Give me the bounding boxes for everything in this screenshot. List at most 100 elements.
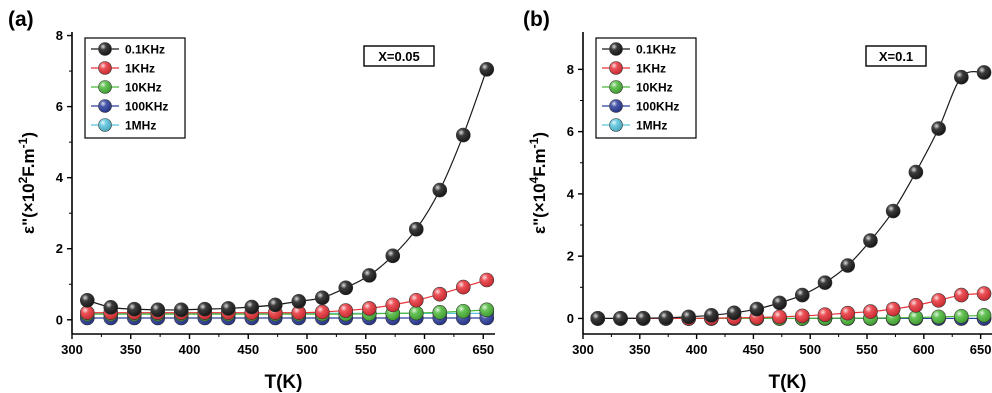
data-point-highlight — [977, 308, 992, 323]
y-axis-label-part: ) — [19, 132, 38, 138]
data-point-highlight — [886, 302, 901, 317]
data-point-highlight — [362, 268, 377, 283]
data-point-highlight — [103, 300, 118, 315]
legend-marker-highlight — [98, 42, 112, 56]
y-axis-label-part: F.m — [19, 148, 38, 176]
x-axis-label: T(K) — [265, 372, 303, 393]
y-axis-label-part: ε"(×10 — [19, 183, 38, 234]
data-point-highlight — [863, 304, 878, 319]
data-point-highlight — [840, 306, 855, 321]
data-point-highlight — [977, 286, 992, 301]
x-tick-label: 600 — [913, 342, 935, 357]
data-point-highlight — [908, 310, 923, 325]
chart-panel-b: (b) 300 350 400 450 500 550 600 650 0 2 4 6 8 T(K) ε"(×… — [523, 8, 992, 393]
data-point-highlight — [197, 302, 212, 317]
x-tick-label: 550 — [355, 342, 377, 357]
data-point-highlight — [150, 302, 165, 317]
data-point-highlight — [315, 304, 330, 319]
x-tick-label: 650 — [472, 342, 494, 357]
y-axis-label-part: ) — [530, 132, 549, 138]
y-tick-label: 4 — [56, 170, 64, 185]
series-line — [87, 279, 487, 314]
x-tick-label: 350 — [629, 342, 651, 357]
legend-marker-highlight — [609, 80, 623, 94]
y-tick-label: 2 — [567, 249, 574, 264]
data-point-highlight — [613, 311, 628, 326]
data-point-highlight — [908, 165, 923, 180]
data-point-highlight — [362, 301, 377, 316]
legend-label: 100KHz — [125, 100, 168, 114]
data-point-highlight — [409, 222, 424, 237]
data-point-highlight — [590, 311, 605, 326]
data-point-highlight — [174, 302, 189, 317]
data-point-highlight — [863, 233, 878, 248]
data-point-highlight — [772, 309, 787, 324]
data-point-highlight — [704, 308, 719, 323]
data-point-highlight — [409, 293, 424, 308]
y-axis-label-part: -1 — [16, 137, 30, 148]
panel-label: (b) — [523, 8, 550, 31]
data-point-highlight — [385, 248, 400, 263]
series-line — [597, 292, 985, 320]
data-point-highlight — [795, 308, 810, 323]
data-point-highlight — [840, 258, 855, 273]
legend-label: 1MHz — [125, 119, 156, 133]
legend-marker-highlight — [609, 61, 623, 75]
data-point-highlight — [456, 280, 471, 295]
legend-marker-highlight — [98, 80, 112, 94]
data-point-highlight — [432, 287, 447, 302]
legend-label: 1KHz — [125, 62, 155, 76]
data-point-highlight — [432, 305, 447, 320]
legend-label: 100KHz — [636, 100, 679, 114]
legend-marker-highlight — [98, 99, 112, 113]
data-point-highlight — [749, 302, 764, 317]
legend-label: 1MHz — [636, 119, 667, 133]
y-axis-label: ε"(×104F.m-1) — [527, 132, 549, 234]
data-point-highlight — [268, 297, 283, 312]
legend-label: 10KHz — [125, 81, 162, 95]
annotation-box — [865, 45, 927, 67]
x-tick-label: 300 — [572, 342, 594, 357]
series-1KHz — [590, 286, 992, 326]
y-tick-label: 6 — [56, 99, 63, 114]
annotation-text: X=0.05 — [378, 49, 420, 64]
y-tick-label: 8 — [56, 28, 63, 43]
legend-marker-highlight — [609, 99, 623, 113]
y-tick-label: 0 — [567, 311, 574, 326]
data-point-highlight — [315, 290, 330, 305]
data-point-highlight — [80, 305, 95, 320]
x-tick-label: 650 — [970, 342, 992, 357]
data-point-highlight — [772, 295, 787, 310]
y-axis-label-part: 2 — [16, 176, 30, 183]
legend-marker-highlight — [609, 118, 623, 132]
data-point-highlight — [931, 121, 946, 136]
data-point-highlight — [658, 310, 673, 325]
data-point-highlight — [931, 293, 946, 308]
annotation-text: X=0.1 — [879, 49, 913, 64]
y-axis-label: ε"(×102F.m-1) — [16, 132, 38, 234]
legend-label: 10KHz — [636, 81, 673, 95]
data-point-highlight — [456, 128, 471, 143]
data-point-highlight — [479, 272, 494, 287]
legend-label: 1KHz — [636, 62, 666, 76]
series-0.1KHz — [79, 62, 495, 318]
chart-panel-a: (a) 300 350 400 450 500 550 600 650 0 2 4 6 8 T(K) ε"(×… — [8, 8, 495, 393]
data-point-highlight — [908, 298, 923, 313]
data-point-highlight — [886, 204, 901, 219]
series-0.1KHz — [590, 65, 992, 326]
data-point-highlight — [931, 309, 946, 324]
y-axis-label-part: -1 — [527, 137, 541, 148]
y-axis-label-part: 4 — [527, 176, 541, 183]
legend-label: 0.1KHz — [636, 43, 676, 57]
data-point-highlight — [80, 293, 95, 308]
panel-label: (a) — [8, 8, 34, 31]
y-tick-label: 0 — [56, 312, 63, 327]
data-point-highlight — [954, 309, 969, 324]
data-point-highlight — [409, 306, 424, 321]
y-axis-label-part: ε"(×10 — [530, 183, 549, 234]
legend-label: 0.1KHz — [125, 43, 165, 57]
annotation-box — [363, 45, 435, 67]
data-point-highlight — [817, 275, 832, 290]
data-point-highlight — [636, 311, 651, 326]
y-axis-label-part: F.m — [530, 148, 549, 176]
